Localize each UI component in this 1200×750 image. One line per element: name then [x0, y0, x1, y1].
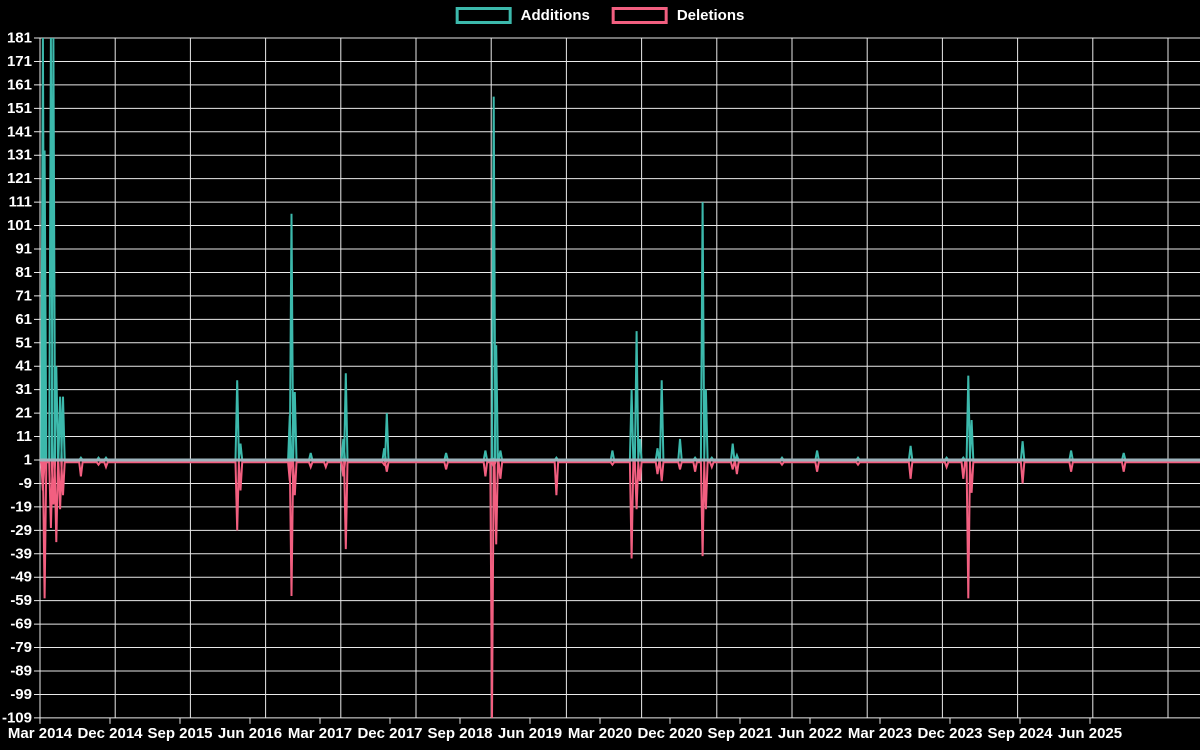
chart-legend: Additions Deletions: [455, 7, 745, 24]
y-tick-label: 71: [15, 287, 32, 304]
x-tick-label: Dec 2023: [917, 725, 982, 742]
additions-swatch-icon: [455, 7, 512, 24]
additions-legend-label: Additions: [520, 7, 590, 24]
x-tick-label: Sep 2018: [427, 725, 492, 742]
y-tick-label: 91: [15, 241, 32, 258]
y-tick-label: 151: [7, 100, 32, 117]
y-tick-label: -89: [10, 662, 32, 679]
x-tick-label: Mar 2020: [568, 725, 632, 742]
x-tick-label: Dec 2017: [357, 725, 422, 742]
y-tick-label: 51: [15, 334, 32, 351]
x-tick-label: Mar 2014: [8, 725, 73, 742]
y-tick-label: 121: [7, 170, 32, 187]
y-tick-label: -9: [19, 475, 32, 492]
y-tick-label: 171: [7, 53, 32, 70]
x-tick-label: Sep 2015: [147, 725, 212, 742]
y-tick-label: 61: [15, 311, 32, 328]
x-tick-label: Dec 2014: [77, 725, 143, 742]
legend-item-deletions[interactable]: Deletions: [611, 7, 745, 24]
y-tick-label: -99: [10, 686, 32, 703]
y-tick-label: 41: [15, 358, 32, 375]
x-tick-label: Jun 2022: [778, 725, 842, 742]
legend-item-additions[interactable]: Additions: [455, 7, 590, 24]
deletions-legend-label: Deletions: [676, 7, 745, 24]
y-tick-label: -109: [2, 709, 32, 726]
y-tick-label: -29: [10, 522, 32, 539]
y-tick-label: -69: [10, 616, 32, 633]
y-tick-label: 111: [9, 194, 32, 211]
y-tick-label: -39: [10, 545, 32, 562]
y-tick-label: 81: [15, 264, 32, 281]
y-tick-label: 101: [7, 217, 32, 234]
x-tick-label: Mar 2017: [288, 725, 352, 742]
y-tick-label: 131: [7, 147, 32, 164]
y-tick-label: 21: [15, 405, 32, 422]
y-tick-label: 161: [7, 76, 32, 93]
x-tick-label: Dec 2020: [637, 725, 702, 742]
y-tick-label: 181: [7, 30, 32, 47]
y-tick-label: -59: [10, 592, 32, 609]
deletions-line: [40, 461, 1200, 718]
x-tick-label: Jun 2019: [498, 725, 562, 742]
x-tick-label: Jun 2025: [1058, 725, 1122, 742]
y-tick-label: -49: [10, 569, 32, 586]
x-tick-label: Sep 2021: [707, 725, 772, 742]
deletions-swatch-icon: [611, 7, 668, 24]
y-tick-label: -79: [10, 639, 32, 656]
x-tick-label: Sep 2024: [987, 725, 1053, 742]
y-tick-label: -19: [10, 498, 32, 515]
x-tick-label: Jun 2016: [218, 725, 282, 742]
x-tick-label: Mar 2023: [848, 725, 912, 742]
y-tick-label: 11: [16, 428, 32, 445]
y-tick-label: 141: [7, 123, 32, 140]
y-tick-label: 1: [24, 452, 32, 469]
y-tick-label: 31: [15, 381, 32, 398]
